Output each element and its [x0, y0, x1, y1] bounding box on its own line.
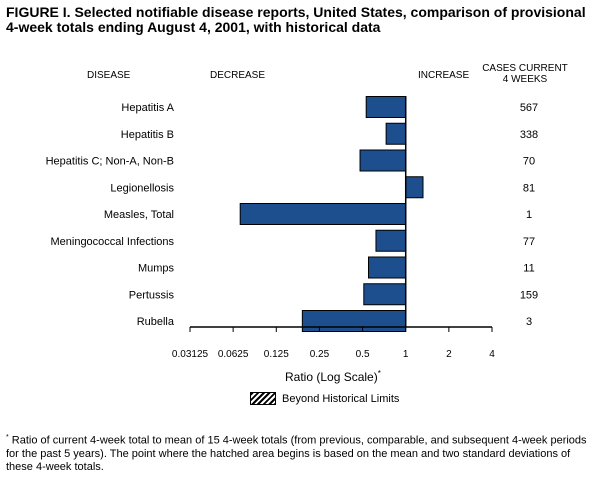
x-tick-label: 2	[446, 349, 452, 360]
category-label: Hepatitis A	[121, 102, 174, 114]
case-count: 567	[520, 102, 538, 114]
category-label: Rubella	[137, 316, 175, 328]
x-axis-label-marker: *	[377, 369, 381, 378]
x-tick-label: 4	[489, 349, 495, 360]
x-tick-label: 0.5	[356, 349, 370, 360]
cases-header-line1: CASES CURRENT	[482, 63, 568, 74]
legend-label: Beyond Historical Limits	[282, 392, 400, 405]
decrease-header: DECREASE	[210, 70, 266, 81]
case-count: 81	[523, 182, 535, 194]
figure-title: FIGURE I. Selected notifiable disease re…	[6, 4, 586, 35]
category-label: Hepatitis C; Non-A, Non-B	[46, 156, 174, 168]
bar	[405, 176, 424, 199]
cases-header-line2: 4 WEEKS	[502, 74, 548, 85]
case-count: 1	[526, 209, 532, 221]
category-label: Meningococcal Infections	[50, 236, 174, 248]
x-axis-label-text: Ratio (Log Scale)	[285, 370, 378, 384]
bar	[363, 283, 407, 306]
cases-column-header: CASES CURRENT 4 WEEKS	[478, 63, 572, 85]
bar	[239, 203, 407, 225]
x-tick-label: 0.25	[310, 349, 330, 360]
category-label: Pertussis	[129, 289, 175, 301]
x-tick-label: 1	[403, 349, 409, 360]
bar	[365, 96, 407, 118]
bar	[368, 256, 407, 279]
bar	[301, 310, 407, 332]
x-axis-label: Ratio (Log Scale)*	[285, 369, 381, 384]
footnote: * Ratio of current 4-week total to mean …	[6, 431, 590, 474]
disease-column-header: DISEASE	[87, 70, 131, 81]
case-count: 3	[526, 316, 532, 328]
x-tick-label: 0.03125	[172, 349, 209, 360]
case-count: 338	[520, 129, 538, 141]
case-count: 70	[523, 156, 535, 168]
hatched-swatch-icon	[250, 392, 276, 405]
footnote-marker: *	[6, 434, 9, 441]
case-count: 11	[523, 263, 534, 275]
x-tick-label: 0.125	[264, 349, 289, 360]
case-count: 159	[520, 289, 538, 301]
case-count: 77	[523, 236, 535, 248]
bar	[385, 122, 407, 145]
category-label: Hepatitis B	[121, 129, 174, 141]
legend: Beyond Historical Limits	[250, 392, 399, 405]
category-label: Legionellosis	[110, 182, 174, 194]
bar	[375, 229, 407, 252]
x-tick-label: 0.0625	[218, 349, 249, 360]
category-label: Mumps	[138, 263, 175, 275]
bar	[359, 149, 407, 172]
increase-header: INCREASE	[418, 70, 470, 81]
footnote-text: Ratio of current 4-week total to mean of…	[6, 434, 587, 473]
category-label: Measles, Total	[104, 209, 174, 221]
